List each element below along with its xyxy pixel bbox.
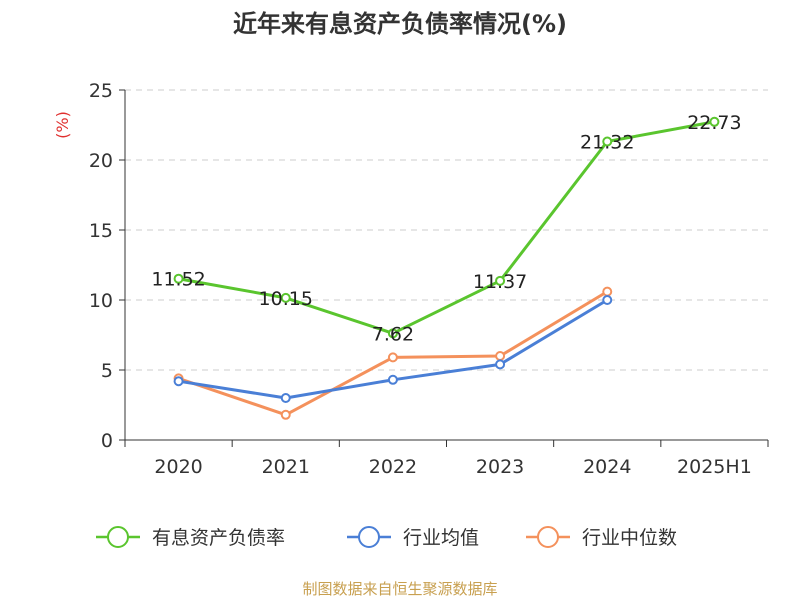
legend-label: 行业均值 (403, 527, 479, 549)
data-point[interactable] (602, 286, 613, 297)
legend-item-0[interactable]: 有息资产负债率 (96, 526, 285, 549)
data-point[interactable] (280, 409, 291, 420)
legend-marker (107, 526, 129, 548)
data-label: 10.15 (259, 288, 313, 310)
data-point[interactable] (602, 295, 613, 305)
x-tick-label: 2023 (476, 456, 524, 478)
data-label: 22.73 (687, 112, 741, 134)
y-tick-label: 10 (89, 290, 113, 312)
series-lines (173, 116, 720, 420)
legend-item-1[interactable]: 行业均值 (347, 526, 479, 549)
y-tick-label: 0 (101, 430, 113, 452)
data-point[interactable] (709, 116, 720, 127)
data-point[interactable] (495, 275, 506, 286)
x-tick-label: 2024 (583, 456, 631, 478)
data-point[interactable] (173, 273, 184, 284)
data-point[interactable] (387, 352, 398, 363)
legend-marker (537, 526, 559, 548)
data-label: 11.52 (151, 269, 205, 291)
data-point[interactable] (280, 292, 291, 303)
legend[interactable]: 有息资产负债率 行业均值 行业中位数 (96, 526, 677, 549)
data-label: 7.62 (372, 323, 414, 345)
y-tick-label: 5 (101, 360, 113, 382)
y-axis-label: (%) (53, 111, 72, 139)
data-point[interactable] (173, 376, 184, 387)
legend-marker (358, 526, 380, 548)
data-point[interactable] (495, 351, 506, 361)
data-point[interactable] (387, 328, 398, 339)
x-tick-label: 2022 (369, 456, 417, 478)
grid-lines (125, 89, 768, 371)
legend-item-2[interactable]: 行业中位数 (526, 526, 677, 549)
data-label: 11.37 (473, 271, 527, 293)
y-tick-label: 15 (89, 220, 113, 242)
x-tick-label: 2025H1 (677, 456, 752, 478)
axes: 0 5 10 15 20 25 2020 2021 2022 2023 2024 2025H1 (89, 80, 769, 478)
series-line-0 (178, 120, 715, 335)
data-point[interactable] (495, 359, 506, 370)
data-labels: 11.52 10.15 7.62 11.37 21.32 22.73 (151, 112, 741, 346)
data-point[interactable] (387, 374, 398, 385)
y-tick-label: 25 (89, 80, 113, 102)
x-tick-label: 2021 (262, 456, 310, 478)
legend-label: 有息资产负债率 (152, 527, 285, 549)
source-note: 制图数据来自恒生聚源数据库 (302, 580, 497, 598)
y-tick-label: 20 (89, 150, 113, 172)
data-point[interactable] (280, 393, 291, 403)
x-tick-label: 2020 (154, 456, 202, 478)
data-label: 21.32 (580, 132, 634, 154)
legend-label: 行业中位数 (582, 527, 677, 549)
chart-title: 近年来有息资产负债率情况(%) (233, 10, 567, 38)
data-point[interactable] (602, 136, 613, 147)
